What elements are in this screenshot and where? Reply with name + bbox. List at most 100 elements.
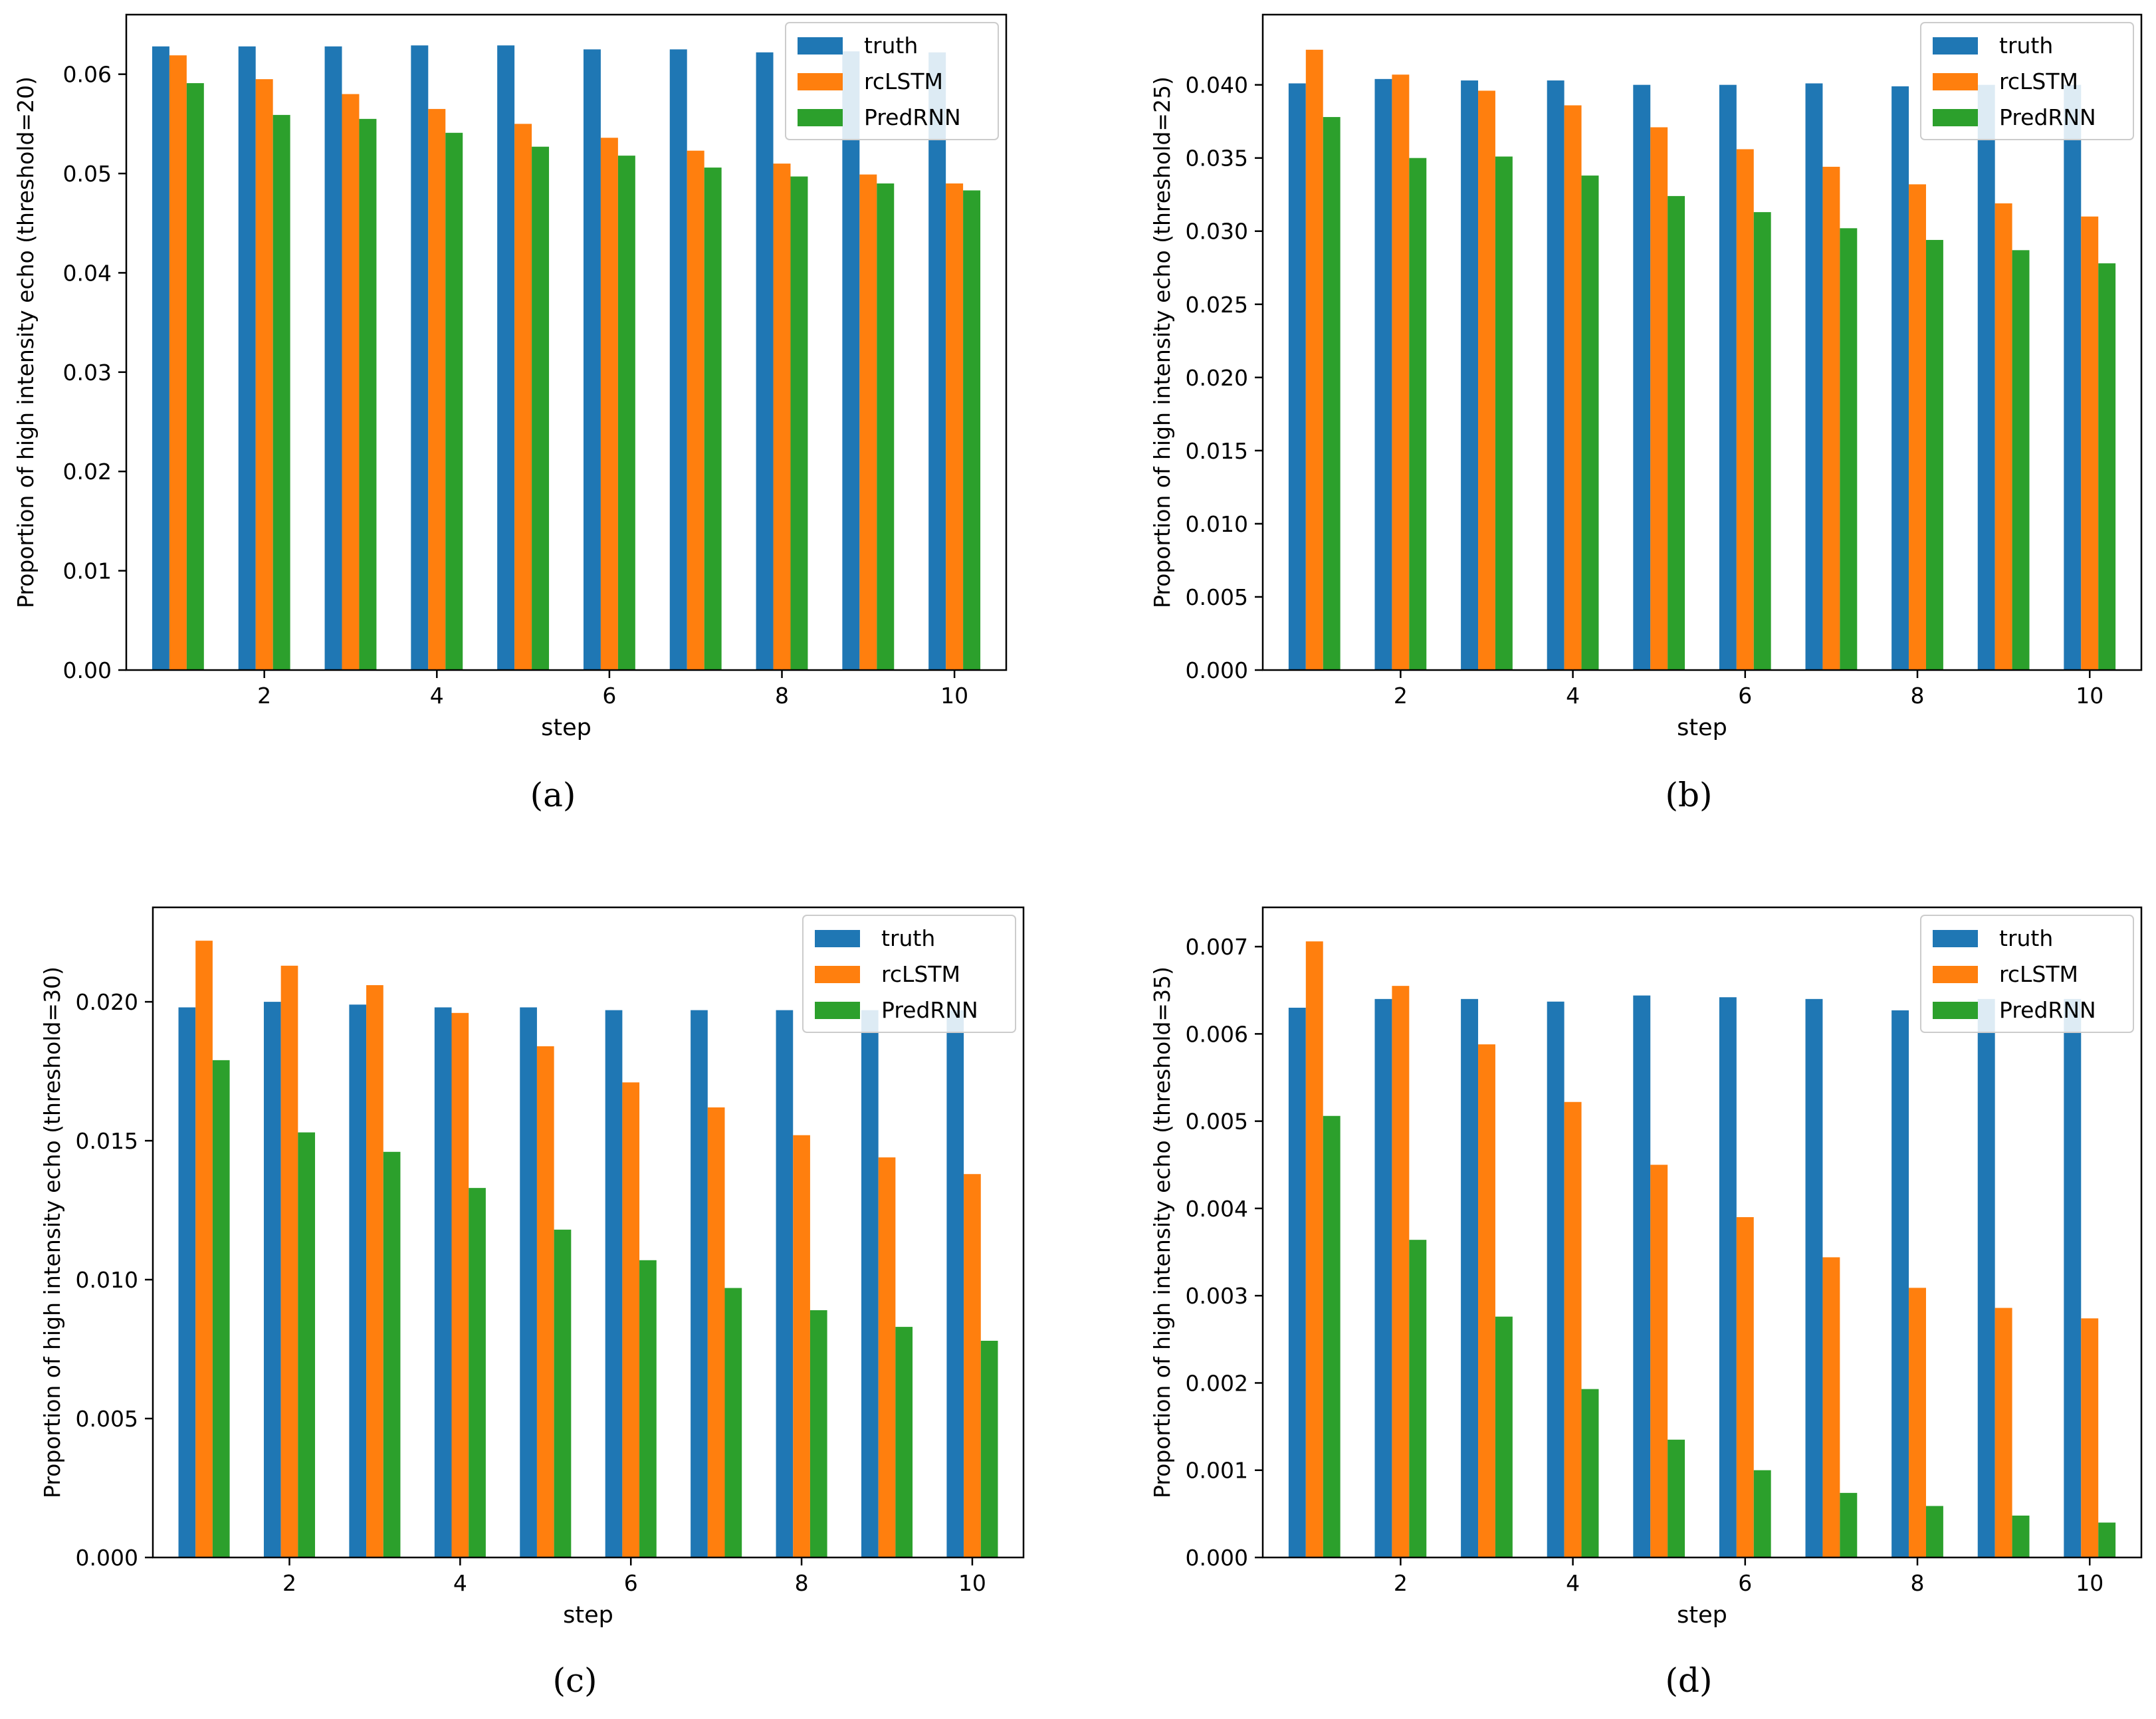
legend-swatch-truth [1933, 37, 1978, 55]
bar-truth-step-5 [1633, 995, 1651, 1557]
bar-predrnn-step-4 [1581, 175, 1599, 671]
bar-predrnn-step-6 [1753, 1470, 1771, 1557]
chart-panel-b: 0.000 0.005 0.010 0.015 0.020 0.025 0.030 0.035… [1149, 13, 2143, 814]
bar-rclstm-step-4 [1564, 105, 1582, 670]
y-tick-label: 0.04 [63, 260, 112, 286]
bar-truth-step-7 [1805, 998, 1823, 1557]
bar-predrnn-step-2 [1409, 1240, 1427, 1557]
bar-predrnn-step-8 [1925, 1506, 1943, 1557]
x-axis-label: step [1677, 1602, 1727, 1629]
bar-truth-step-7 [669, 49, 687, 671]
y-tick-label: 0.010 [76, 1267, 138, 1293]
bar-truth-step-5 [1633, 84, 1651, 670]
bar-rclstm-step-9 [859, 174, 877, 670]
bar-predrnn-step-7 [1840, 228, 1858, 671]
bar-predrnn-step-4 [445, 132, 463, 670]
bar-rclstm-step-8 [793, 1135, 810, 1557]
bar-rclstm-step-10 [964, 1174, 981, 1557]
bar-truth-step-2 [238, 46, 256, 670]
bar-truth-step-2 [1374, 78, 1392, 671]
bar-predrnn-step-4 [1581, 1389, 1599, 1557]
bar-predrnn-step-1 [186, 83, 204, 670]
bar-truth-step-3 [324, 46, 342, 670]
bar-rclstm-step-1 [169, 55, 187, 670]
x-tick-label: 10 [958, 1570, 986, 1596]
y-tick-label: 0.020 [1186, 365, 1248, 391]
bar-rclstm-step-1 [1305, 49, 1323, 670]
plot-frame [125, 13, 1008, 671]
x-tick-label: 10 [2076, 683, 2103, 709]
y-axis-label: Proportion of high intensity echo (thres… [13, 76, 39, 608]
y-tick-label: 0.000 [1186, 1545, 1248, 1571]
bar-truth-step-2 [263, 1002, 281, 1557]
y-axis-label: Proportion of high intensity echo (thres… [39, 967, 65, 1498]
bar-truth-step-6 [1719, 997, 1737, 1557]
y-axis-label: Proportion of high intensity echo (thres… [1149, 967, 1175, 1498]
bar-predrnn-step-8 [790, 176, 808, 670]
y-tick-label: 0.003 [1186, 1283, 1248, 1309]
bar-predrnn-step-1 [1323, 1115, 1341, 1557]
y-tick-label: 0.035 [1186, 146, 1248, 172]
bar-predrnn-step-5 [554, 1229, 572, 1557]
y-tick-label: 0.01 [63, 558, 112, 584]
x-axis-label: step [563, 1602, 613, 1629]
bar-truth-step-4 [1547, 1001, 1564, 1557]
y-tick-label: 0.03 [63, 360, 112, 386]
bar-predrnn-step-7 [704, 168, 722, 670]
bar-rclstm-step-1 [195, 941, 213, 1557]
bar-truth-step-7 [691, 1010, 708, 1557]
legend-label-rclstm: rcLSTM [1999, 961, 2078, 987]
bar-rclstm-step-8 [773, 164, 791, 671]
bar-rclstm-step-9 [1994, 1308, 2012, 1557]
bar-predrnn-step-6 [1753, 212, 1771, 670]
bar-truth-step-6 [1719, 84, 1737, 670]
bar-truth-step-8 [1891, 86, 1909, 671]
bar-truth-step-8 [1891, 1010, 1909, 1557]
x-tick-label: 8 [1911, 1570, 1925, 1596]
bar-rclstm-step-5 [514, 124, 532, 670]
x-tick-label: 8 [1911, 683, 1925, 709]
chart-panel-d: 0.000 0.001 0.002 0.003 0.004 0.005 0.006 0.007… [1149, 906, 2143, 1700]
y-tick-label: 0.002 [1186, 1370, 1248, 1396]
x-axis-label: step [1677, 715, 1727, 741]
legend-label-truth: truth [881, 925, 935, 951]
bar-predrnn-step-3 [1495, 156, 1513, 671]
legend-label-predrnn: PredRNN [881, 997, 978, 1023]
bar-rclstm-step-3 [342, 94, 360, 670]
y-tick-label: 0.015 [1186, 438, 1248, 464]
y-tick-label: 0.004 [1186, 1196, 1248, 1222]
x-tick-label: 6 [624, 1570, 638, 1596]
x-tick-label: 8 [795, 1570, 809, 1596]
bar-predrnn-step-3 [383, 1151, 401, 1557]
bar-rclstm-step-10 [946, 183, 964, 671]
bar-truth-step-8 [756, 52, 774, 670]
bar-truth-step-10 [2064, 998, 2082, 1557]
bar-truth-step-10 [928, 52, 946, 670]
bar-predrnn-step-5 [532, 146, 550, 670]
y-tick-label: 0.020 [76, 989, 138, 1015]
y-tick-label: 0.005 [1186, 584, 1248, 610]
bar-rclstm-step-3 [1478, 90, 1495, 670]
y-tick-label: 0.005 [76, 1406, 138, 1432]
legend-swatch-rclstm [815, 966, 860, 983]
x-tick-label: 4 [430, 683, 444, 709]
y-tick-label: 0.015 [76, 1128, 138, 1154]
bar-rclstm-step-2 [1392, 74, 1410, 671]
legend-swatch-predrnn [798, 109, 843, 126]
x-tick-label: 8 [775, 683, 789, 709]
y-tick-label: 0.05 [63, 161, 112, 187]
bar-predrnn-step-1 [212, 1060, 230, 1557]
bar-truth-step-6 [583, 49, 601, 671]
bar-rclstm-step-7 [1822, 166, 1840, 670]
bar-truth-step-1 [1288, 83, 1306, 670]
bar-predrnn-step-3 [1495, 1316, 1513, 1557]
y-tick-label: 0.025 [1186, 292, 1248, 318]
y-tick-label: 0.040 [1186, 72, 1248, 98]
legend-label-truth: truth [1999, 925, 2053, 951]
bar-rclstm-step-10 [2081, 1318, 2099, 1557]
x-axis-label: step [541, 715, 592, 741]
bar-truth-step-9 [1977, 84, 1995, 670]
legend-label-predrnn: PredRNN [1999, 104, 2096, 130]
plot-frame [152, 906, 1025, 1559]
